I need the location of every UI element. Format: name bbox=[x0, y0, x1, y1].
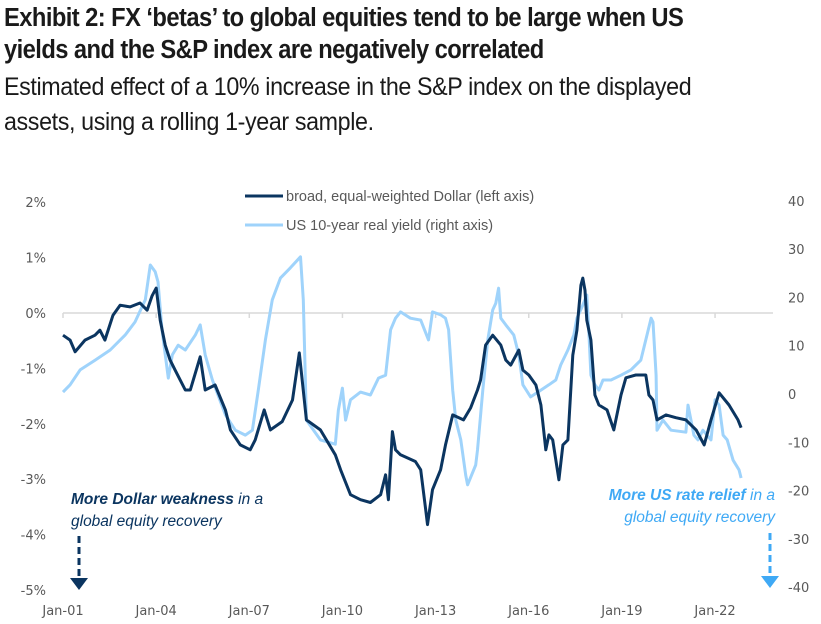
chart-subtitle-line-2: assets, using a rolling 1-year sample. bbox=[4, 108, 374, 136]
x-tick-label: Jan-22 bbox=[693, 604, 735, 619]
annotation-rate-relief: More US rate relief in a global equity r… bbox=[609, 487, 779, 588]
y-left-tick-label: 0% bbox=[25, 307, 46, 322]
x-tick-label: Jan-19 bbox=[600, 604, 642, 619]
y-left-tick-label: 2% bbox=[25, 196, 46, 211]
legend-label-dollar: broad, equal-weighted Dollar (left axis) bbox=[286, 189, 534, 205]
x-tick-label: Jan-16 bbox=[507, 604, 549, 619]
y-left-tick-label: -2% bbox=[21, 418, 46, 433]
y-right-tick-label: -30 bbox=[788, 533, 809, 548]
annotation-dollar-rest: in a bbox=[234, 491, 264, 508]
x-tick-label: Jan-04 bbox=[135, 604, 177, 619]
annotation-rate-rest: in a bbox=[746, 487, 776, 504]
annotation-dollar-bold: More Dollar weakness bbox=[71, 491, 234, 508]
y-right-tick-label: 30 bbox=[788, 243, 805, 258]
y-right-tick-label: 0 bbox=[788, 388, 796, 403]
series-line-dollar bbox=[62, 276, 743, 527]
y-axis-right: 40 30 20 10 0 -10 -20 -30 -40 bbox=[788, 195, 809, 596]
series-line-real-yield bbox=[61, 255, 743, 487]
y-right-tick-label: 10 bbox=[788, 340, 805, 355]
legend: broad, equal-weighted Dollar (left axis)… bbox=[245, 189, 534, 234]
x-tick-label: Jan-01 bbox=[41, 604, 83, 619]
chart-title-line-2: yields and the S&P index are negatively … bbox=[4, 36, 544, 64]
x-axis: Jan-01 Jan-04 Jan-07 Jan-10 Jan-13 Jan-16 Jan-… bbox=[41, 604, 735, 619]
annotation-dollar-line-2: global equity recovery bbox=[71, 513, 223, 530]
annotation-dollar-arrow-icon bbox=[70, 578, 88, 590]
annotation-rate-arrow-icon bbox=[761, 576, 779, 588]
y-right-tick-label: -20 bbox=[788, 485, 809, 500]
y-left-tick-label: -5% bbox=[21, 584, 46, 599]
legend-label-real-yield: US 10-year real yield (right axis) bbox=[286, 218, 493, 234]
annotation-dollar-line-1: More Dollar weakness in a bbox=[71, 491, 264, 508]
y-left-tick-label: 1% bbox=[25, 252, 46, 267]
y-right-tick-label: 20 bbox=[788, 291, 805, 306]
y-right-tick-label: -10 bbox=[788, 436, 809, 451]
y-right-tick-label: 40 bbox=[788, 195, 805, 210]
y-left-tick-label: -4% bbox=[21, 529, 46, 544]
annotation-dollar-weakness: More Dollar weakness in a global equity … bbox=[70, 491, 264, 590]
x-tick-label: Jan-07 bbox=[228, 604, 270, 619]
x-tick-label: Jan-10 bbox=[321, 604, 363, 619]
x-tick-label: Jan-13 bbox=[414, 604, 456, 619]
chart-title: Exhibit 2: FX ‘betas’ to global equities… bbox=[4, 2, 762, 66]
y-axis-left: 2% 1% 0% -1% -2% -3% -4% -5% bbox=[21, 196, 46, 599]
annotation-rate-line-2: global equity recovery bbox=[624, 509, 776, 526]
annotation-rate-bold: More US rate relief bbox=[609, 487, 748, 504]
y-left-tick-label: -3% bbox=[21, 473, 46, 488]
y-left-tick-label: -1% bbox=[21, 362, 46, 377]
chart-subtitle: Estimated effect of a 10% increase in th… bbox=[4, 70, 692, 140]
chart-title-line-1: Exhibit 2: FX ‘betas’ to global equities… bbox=[4, 4, 684, 32]
chart-subtitle-line-1: Estimated effect of a 10% increase in th… bbox=[4, 73, 692, 101]
annotation-rate-line-1: More US rate relief in a bbox=[609, 487, 776, 504]
y-right-tick-label: -40 bbox=[788, 581, 809, 596]
x-axis-tick-marks bbox=[62, 313, 716, 318]
